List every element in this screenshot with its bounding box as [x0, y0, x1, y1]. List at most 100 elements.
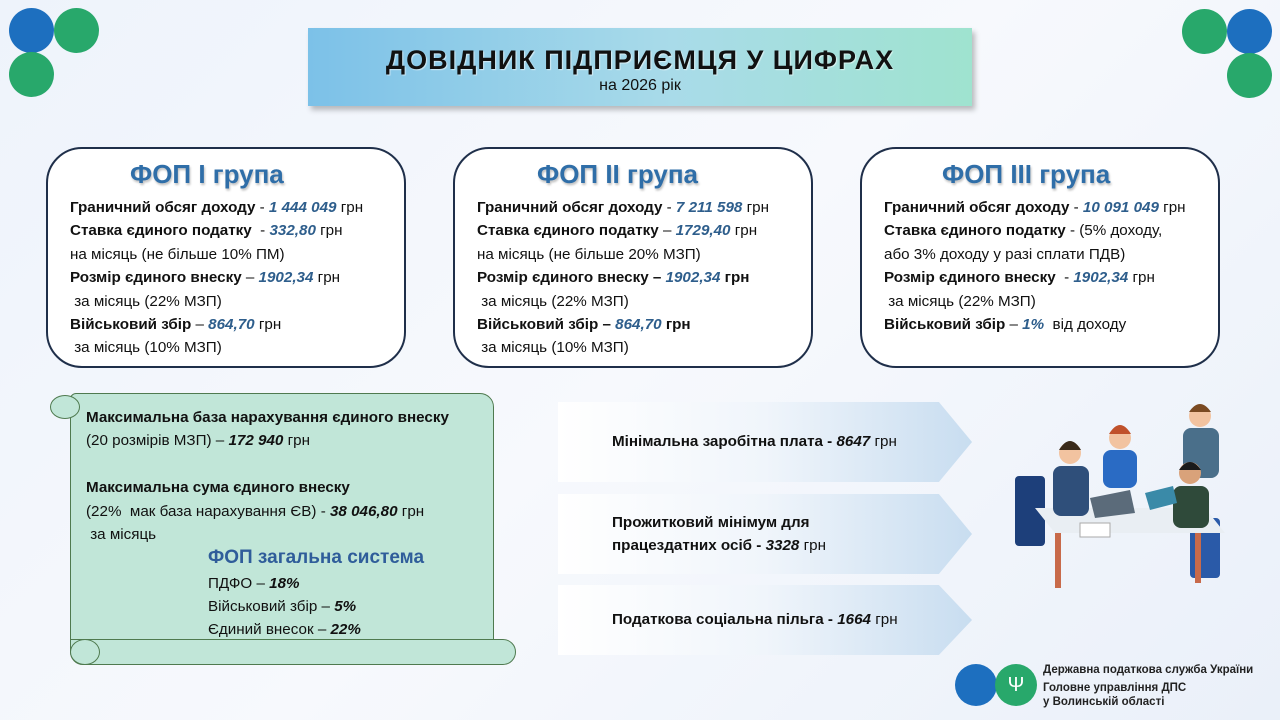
- text-line: за місяць (10% МЗП): [477, 336, 811, 359]
- text: за місяць (10% МЗП): [70, 339, 222, 357]
- label: Граничний обсяг доходу: [70, 199, 256, 216]
- text: за місяць (22% МЗП): [884, 292, 1036, 310]
- scroll-curl: [50, 395, 80, 419]
- value: 18%: [269, 574, 300, 592]
- title-banner: ДОВІДНИК ПІДПРИЄМЦЯ У ЦИФРАХ на 2026 рік: [308, 28, 972, 106]
- text: грн: [254, 316, 282, 334]
- text: -: [1055, 269, 1074, 287]
- text-line: Військовий збір – 864,70 грн: [477, 313, 811, 336]
- value: 10 091 049: [1082, 199, 1159, 216]
- text-line: за місяць: [86, 523, 449, 546]
- label: Мінімальна заробітна плата -: [612, 433, 837, 451]
- general-system-list: ПДФО – 18% Військовий збір – 5% Єдиний вне…: [86, 572, 449, 641]
- footer-dept-line1: Головне управління ДПС: [1043, 681, 1187, 694]
- label: Розмір єдиного внеску –: [477, 269, 666, 287]
- text: грн: [397, 502, 425, 520]
- text-line: або 3% доходу у разі сплати ПДВ): [884, 243, 1218, 266]
- label: Розмір єдиного внеску: [70, 269, 242, 287]
- value: 172 940: [228, 432, 284, 450]
- arrow-tax-social-benefit: Податкова соціальна пільга - 1664 грн: [558, 585, 972, 655]
- text: -: [255, 199, 269, 216]
- text-line: працездатних осіб - 3328 грн: [612, 534, 826, 557]
- text-line: Ставка єдиного податку – 1729,40 грн: [477, 219, 811, 242]
- text-line: на місяць (не більше 10% ПМ): [70, 243, 404, 266]
- card-content: Граничний обсяг доходу - 10 091 049 грн С…: [884, 196, 1218, 336]
- card-content: Граничний обсяг доходу - 7 211 598 грн Ст…: [477, 196, 811, 360]
- text-line: Військовий збір – 1% від доходу: [884, 313, 1218, 336]
- card-title: ФОП I група: [130, 159, 284, 189]
- value: 332,80: [269, 222, 316, 240]
- scroll-curl: [70, 639, 100, 665]
- text-line: Граничний обсяг доходу - 7 211 598 грн: [477, 196, 811, 219]
- text: [86, 456, 90, 473]
- scroll-bottom: [70, 639, 516, 665]
- value: 1902,34: [258, 269, 314, 287]
- value: 1 444 049: [268, 199, 337, 216]
- text: за місяць (22% МЗП): [477, 292, 629, 310]
- text: –: [1005, 316, 1023, 334]
- text: грн: [871, 611, 898, 629]
- label: Військовий збір: [884, 316, 1006, 334]
- text: або 3% доходу у разі сплати ПДВ): [884, 245, 1126, 263]
- text-line: Розмір єдиного внеску – 1902,34 грн: [70, 266, 404, 289]
- label: Ставка єдиного податку: [477, 222, 659, 240]
- card-group-3: ФОП III група Граничний обсяг доходу - 1…: [860, 147, 1220, 368]
- text: -: [662, 199, 676, 216]
- value: 1%: [1022, 316, 1045, 334]
- card-content: Граничний обсяг доходу - 1 444 049 грн Ст…: [70, 196, 404, 360]
- decor-circle: [1182, 9, 1227, 54]
- arrow-subsistence-minimum: Прожитковий мінімум для працездатних осіб…: [558, 494, 972, 574]
- text: грн: [315, 222, 343, 240]
- label: працездатних осіб -: [612, 537, 766, 554]
- card-title: ФОП III група: [942, 159, 1111, 189]
- value: 864,70: [615, 316, 662, 334]
- text-line: Ставка єдиного податку - 332,80 грн: [70, 219, 404, 242]
- text: від доходу: [1044, 316, 1127, 334]
- text: грн: [1158, 199, 1186, 216]
- decor-circle: [54, 8, 99, 53]
- label: Ставка єдиного податку: [70, 222, 252, 240]
- text-line: (20 розмірів МЗП) – 172 940 грн: [86, 429, 449, 452]
- label: Податкова соціальна пільга -: [612, 611, 838, 629]
- scroll-body: [70, 393, 494, 643]
- text: –: [658, 222, 676, 240]
- label: грн: [720, 269, 750, 287]
- logo-circle-blue: [955, 664, 997, 706]
- text-line: Єдиний внесок – 22%: [208, 618, 449, 641]
- scroll-text: Максимальна база нарахування єдиного вне…: [86, 406, 449, 546]
- info-scroll: Максимальна база нарахування єдиного вне…: [50, 393, 516, 665]
- text: (22% мак база нарахування ЄВ) -: [86, 502, 330, 520]
- text: грн: [313, 269, 341, 287]
- text: грн: [799, 537, 826, 554]
- text-line: ПДФО – 18%: [208, 572, 449, 595]
- text-line: Максимальна сума єдиного внеску: [86, 476, 449, 499]
- value: 1729,40: [675, 222, 731, 240]
- text: -: [251, 222, 270, 240]
- value: 8647: [836, 433, 871, 451]
- text: за місяць (22% МЗП): [70, 292, 222, 310]
- footer-org-name: Державна податкова служба України: [1043, 664, 1254, 676]
- arrow-min-wage: Мінімальна заробітна плата - 8647 грн: [558, 402, 972, 482]
- text-line: Розмір єдиного внеску - 1902,34 грн: [884, 266, 1218, 289]
- text: за місяць: [86, 526, 157, 544]
- card-group-2: ФОП II група Граничний обсяг доходу - 7 …: [453, 147, 813, 368]
- value: 7 211 598: [675, 199, 743, 216]
- text-line: за місяць (22% МЗП): [477, 290, 811, 313]
- text-line: за місяць (22% МЗП): [70, 290, 404, 313]
- label: Військовий збір –: [477, 316, 616, 334]
- decor-circle: [1227, 53, 1272, 98]
- value: 1664: [837, 611, 871, 629]
- label: Ставка єдиного податку: [884, 222, 1066, 240]
- text-line: Мінімальна заробітна плата - 8647 грн: [612, 430, 897, 453]
- page-subtitle: на 2026 рік: [599, 77, 681, 94]
- text-line: [86, 453, 449, 476]
- value: 864,70: [208, 316, 255, 334]
- text: ПДФО –: [208, 574, 270, 592]
- label: Військовий збір: [70, 316, 192, 334]
- text: грн: [742, 199, 769, 216]
- text: на місяць (не більше 20% МЗП): [477, 245, 701, 263]
- text: грн: [283, 432, 310, 450]
- value: 1902,34: [1073, 269, 1129, 287]
- text: за місяць (10% МЗП): [477, 339, 629, 357]
- text-line: за місяць (10% МЗП): [70, 336, 404, 359]
